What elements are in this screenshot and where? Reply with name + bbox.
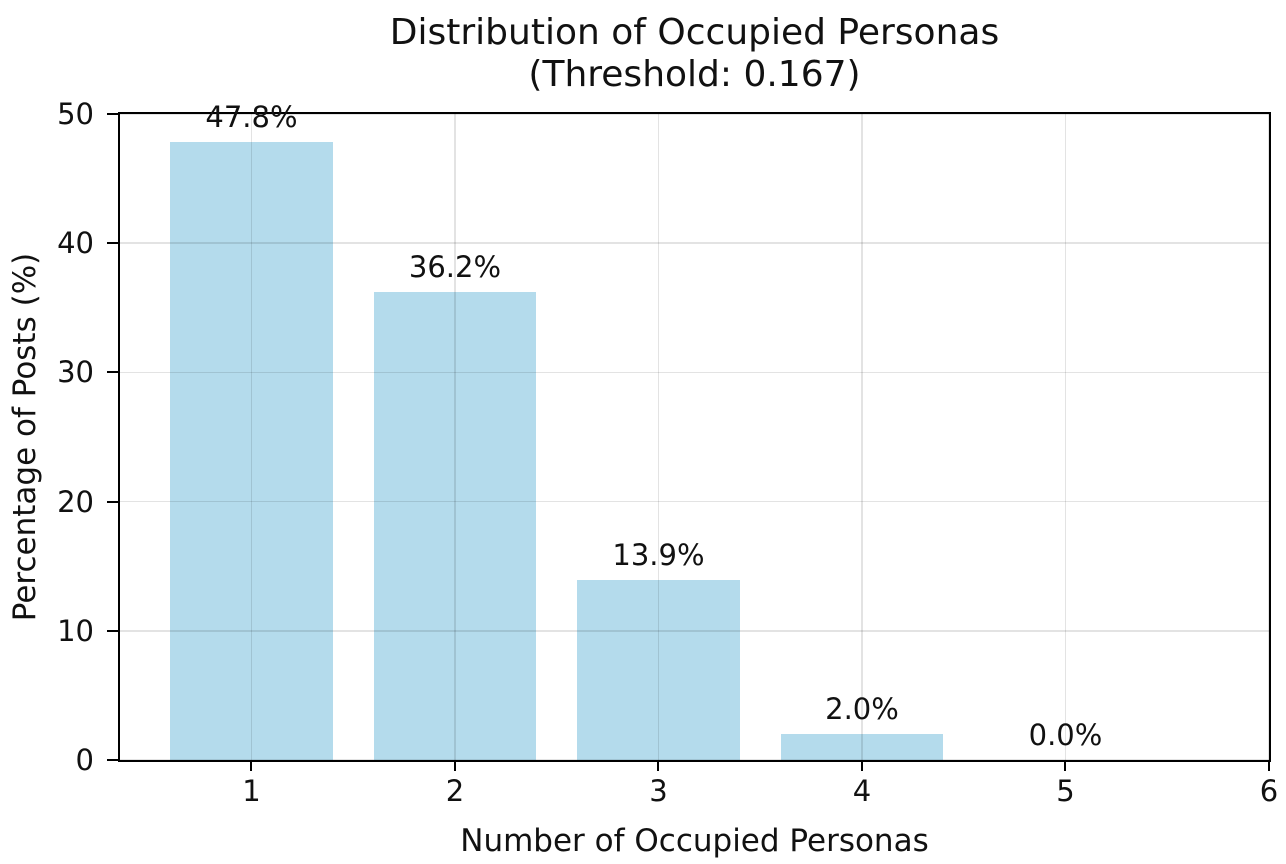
x-tick	[1064, 760, 1067, 771]
y-tick	[107, 759, 118, 761]
y-gridline	[120, 630, 1269, 632]
x-gridline	[454, 114, 456, 760]
chart-title-line1: Distribution of Occupied Personas	[389, 12, 1000, 53]
x-tick	[860, 760, 863, 771]
y-tick-label: 30	[57, 355, 94, 390]
x-tick-label: 5	[1056, 774, 1075, 808]
y-gridline	[120, 242, 1269, 244]
bar-value-label: 47.8%	[205, 100, 298, 135]
y-gridline	[120, 113, 1269, 115]
y-gridline	[120, 500, 1269, 503]
bar-value-label: 36.2%	[408, 250, 502, 285]
bar	[373, 292, 537, 760]
x-tick-label: 6	[1259, 774, 1279, 808]
y-tick	[107, 629, 118, 632]
y-tick-label: 40	[57, 226, 94, 261]
bar	[170, 142, 333, 760]
chart-title: Distribution of Occupied Personas (Thres…	[118, 12, 1271, 96]
y-axis-label: Percentage of Posts (%)	[7, 252, 43, 622]
plot-area: 1 2 3 4 5 6 0 10 20 30 40 50 47.8% 36.2% 13.9% 2.0% 0.0%	[57, 97, 1278, 808]
y-tick-label: 50	[57, 97, 94, 131]
x-tick-label: 3	[649, 774, 668, 808]
x-tick	[657, 760, 660, 771]
x-tick-label: 2	[445, 774, 465, 808]
bar-value-label: 0.0%	[1028, 718, 1103, 752]
x-gridline	[1268, 114, 1270, 760]
x-tick	[453, 760, 456, 771]
bar-value-label: 13.9%	[612, 538, 705, 573]
x-tick	[1268, 760, 1270, 771]
y-tick	[107, 500, 118, 503]
y-tick	[107, 113, 118, 115]
bar	[577, 580, 740, 760]
y-gridline	[120, 371, 1269, 374]
chart-title-line2: (Threshold: 0.167)	[528, 54, 861, 95]
y-gridline	[120, 759, 1269, 761]
x-gridline	[1064, 114, 1067, 760]
bar-value-label: 2.0%	[825, 692, 899, 727]
y-tick	[107, 242, 118, 245]
x-gridline	[250, 114, 253, 760]
y-tick-label: 10	[57, 613, 94, 648]
x-tick-label: 4	[852, 774, 872, 808]
x-gridline	[657, 114, 660, 760]
x-tick-label: 1	[242, 774, 261, 808]
bar	[780, 734, 944, 760]
x-gridline	[861, 114, 863, 760]
y-tick-label: 0	[75, 743, 94, 777]
y-tick-label: 20	[57, 484, 94, 519]
x-axis-label: Number of Occupied Personas	[460, 823, 929, 859]
y-tick	[107, 371, 118, 374]
x-tick	[250, 760, 253, 771]
